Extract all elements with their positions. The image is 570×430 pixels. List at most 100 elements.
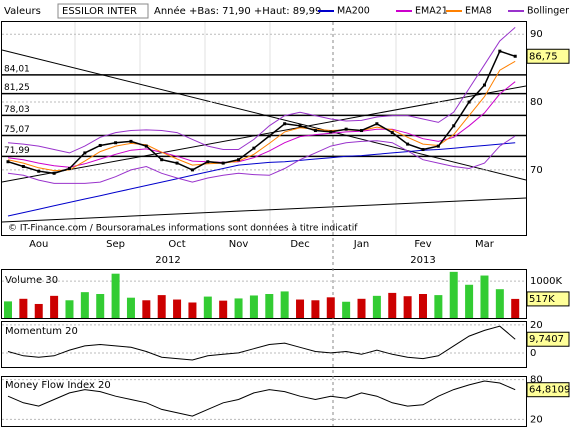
price-point (482, 83, 486, 87)
volume-bar (265, 294, 274, 318)
price-point (329, 130, 333, 134)
level-label: 78,03 (4, 105, 30, 115)
volume-bar (126, 297, 135, 318)
last-value-box (526, 382, 570, 398)
volume-bar (157, 295, 166, 318)
price-point (390, 131, 394, 135)
volume-bar (449, 271, 458, 318)
mfi-panel (1, 376, 527, 427)
last-value-box (526, 48, 570, 64)
price-point (406, 142, 410, 146)
price-point (313, 129, 317, 133)
volume-bar (372, 295, 381, 318)
volume-bar (111, 273, 120, 318)
last-value-label: 9,7407 (529, 334, 564, 345)
price-point (160, 158, 164, 162)
indicator-line (7, 380, 516, 417)
price-panel (1, 21, 527, 236)
y-tick-label: 90 (530, 29, 543, 40)
x-tick-label: Jan (353, 239, 369, 250)
price-point (237, 158, 241, 162)
instrument-box[interactable] (57, 3, 149, 19)
price-point (252, 146, 256, 150)
year-label: 2012 (155, 255, 180, 266)
x-tick-label: Mar (475, 239, 495, 250)
price-point (83, 151, 87, 155)
instrument[interactable]: ESSILOR INTER (62, 6, 137, 17)
legend-label: Bollinger 20 (527, 6, 570, 17)
x-tick-label: Dec (290, 239, 309, 250)
volume-bar (511, 298, 520, 318)
x-tick-label: Nov (229, 239, 249, 250)
indicator-line (7, 325, 516, 361)
price-point (129, 139, 133, 143)
volume-bar (465, 284, 474, 318)
volume-bar (96, 294, 105, 318)
y-tick-label: 70 (530, 165, 543, 176)
price-point (190, 168, 194, 172)
volume-bar (418, 294, 427, 318)
price-point (344, 127, 348, 131)
x-tick-label: Oct (168, 239, 185, 250)
range-text: Année +Bas: 71,90 +Haut: 89,99 (154, 5, 321, 17)
volume-bar (34, 303, 43, 318)
y-tick-label: 80 (530, 375, 543, 386)
price-point (467, 100, 471, 104)
month-separators (74, 22, 456, 235)
panel-title: Momentum 20 (5, 326, 78, 337)
volume-bar (311, 300, 320, 318)
y-tick-label: 1000K (530, 276, 562, 287)
price-point (206, 160, 210, 164)
last-value-label: 517K (529, 294, 555, 305)
legend-label: MA200 (337, 6, 370, 17)
level-label: 71,99 (4, 146, 30, 156)
volume-bar (4, 301, 12, 318)
price-point (283, 122, 287, 126)
price-point (21, 164, 25, 168)
volume-bar (342, 301, 351, 318)
legend-label: EMA8 (465, 6, 492, 17)
volume-bar (480, 275, 489, 318)
volume-bar (326, 297, 335, 318)
x-tick-label: Fev (414, 239, 431, 250)
y-tick-label: 0 (530, 348, 536, 359)
price-line (7, 50, 516, 175)
price-point (221, 161, 225, 165)
y-tick-label: 20 (530, 320, 543, 331)
bollinger-upper (7, 27, 516, 154)
indicator-line (7, 142, 516, 217)
indicator-line (7, 81, 516, 168)
volume-bar (434, 295, 443, 318)
volume-bar (296, 299, 305, 318)
price-point (98, 143, 102, 147)
price-point (52, 171, 56, 175)
volume-bar (495, 289, 504, 318)
volume-bar (234, 298, 243, 318)
panel-title: Money Flow Index 20 (5, 380, 111, 391)
last-value-label: 64,8109 (529, 385, 570, 396)
price-point (452, 124, 456, 128)
volume-bar (388, 292, 397, 318)
volume-bar (142, 300, 151, 318)
panel-title: Volume 30 (5, 275, 58, 286)
price-point (436, 144, 440, 148)
volume-bar (80, 292, 89, 318)
price-point (37, 169, 41, 173)
price-point (298, 124, 302, 128)
level-label: 75,07 (4, 125, 30, 135)
price-point (175, 161, 179, 165)
volume-bar (19, 298, 28, 318)
y-tick-label: 80 (530, 97, 543, 108)
price-point (267, 134, 271, 138)
volume-bar (50, 295, 59, 318)
price-point (513, 54, 517, 58)
volume-bar (203, 296, 212, 318)
source: © IT-Finance.com / BoursoramaLes informa… (8, 223, 358, 234)
price-point (375, 122, 379, 126)
volume-bar (65, 300, 74, 318)
price-point (6, 160, 10, 164)
price-point (498, 49, 502, 53)
x-tick-label: Sep (106, 239, 125, 250)
